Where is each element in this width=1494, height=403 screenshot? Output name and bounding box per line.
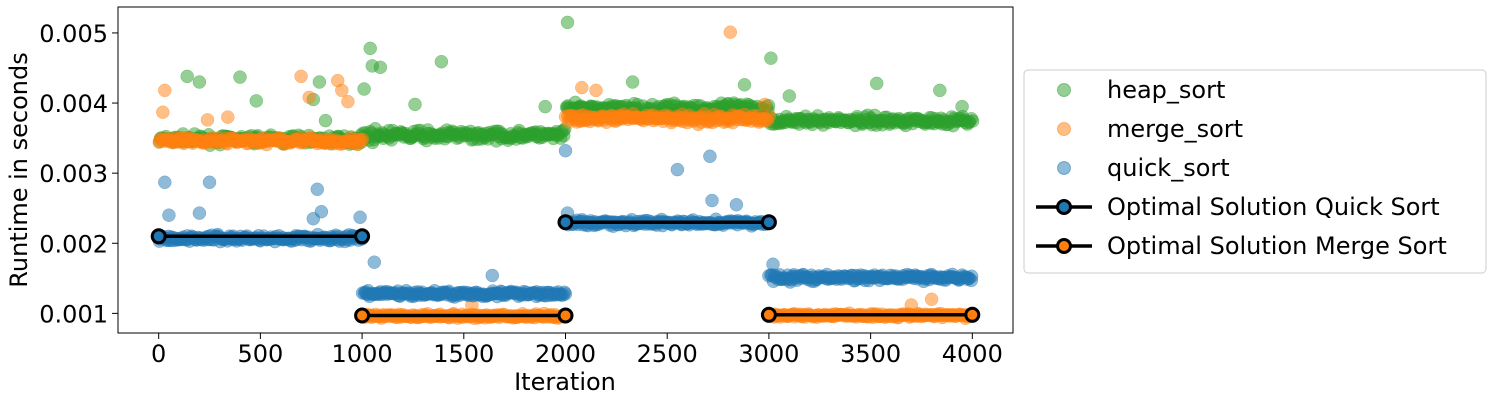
optimal-lines (150, 214, 981, 324)
x-tick-label: 1500 (433, 340, 494, 368)
heap-sort-point (312, 75, 327, 89)
quick-sort-point (703, 149, 717, 164)
legend-label-quick-opt: Optimal Solution Quick Sort (1107, 193, 1440, 221)
x-axis-title: Iteration (514, 368, 616, 396)
quick-sort-point (558, 143, 573, 158)
heap-sort-point (408, 97, 422, 112)
heap-sort-point (180, 69, 194, 84)
heap-sort-point (434, 54, 449, 69)
merge-sort-point (341, 94, 355, 109)
x-axis: 0 500 1000 1500 2000 2500 3000 3500 4000 (151, 333, 1003, 368)
merge-sort-point (904, 298, 919, 312)
quick-sort-point (485, 268, 500, 283)
x-tick-label: 4000 (942, 340, 1003, 368)
optimal-quick-sort-marker (150, 228, 167, 245)
quick-sort-point (314, 204, 329, 219)
optimal-merge-sort-marker (964, 306, 981, 323)
x-tick-label: 3000 (738, 340, 799, 368)
heap-sort-point (764, 51, 778, 65)
x-tick-label: 1000 (332, 340, 393, 368)
heap-sort-point (955, 99, 969, 114)
heap-sort-point (869, 76, 884, 91)
quick-sort-point (670, 162, 685, 177)
merge-sort-point (575, 80, 589, 95)
heap-sort-point (782, 89, 797, 103)
quick-sort-point (158, 175, 172, 190)
y-tick-label: 0.005 (39, 20, 108, 48)
y-tick-label: 0.003 (39, 160, 108, 188)
heap-sort-point (318, 113, 333, 128)
quick-sort-point (310, 182, 325, 197)
heap-sort-point (357, 82, 371, 96)
legend-marker-heap-sort (1057, 83, 1071, 97)
y-axis-title: Runtime in seconds (5, 52, 33, 287)
merge-sort-point (589, 83, 603, 98)
quick-sort-point (729, 197, 744, 212)
heap-sort-point (192, 75, 207, 89)
merge-sort-point (758, 97, 772, 112)
merge-sort-point (302, 90, 316, 105)
merge-sort-point (355, 132, 370, 147)
optimal-quick-sort-marker (557, 214, 574, 231)
merge-sort-point (924, 292, 939, 307)
x-tick-label: 0 (151, 340, 166, 368)
heap-sort-point (933, 83, 947, 98)
optimal-merge-sort-series (354, 306, 981, 324)
quick-sort-point (558, 287, 573, 301)
heap-sort-point (737, 78, 752, 92)
quick-sort-point (353, 210, 367, 225)
legend-marker-quick-sort (1057, 161, 1071, 175)
merge-sort-point (158, 83, 172, 98)
optimal-quick-sort-marker (354, 228, 371, 245)
legend-label-merge-opt: Optimal Solution Merge Sort (1107, 232, 1447, 260)
legend-label-quick-sort: quick_sort (1107, 154, 1230, 182)
quick-sort-point (705, 193, 719, 208)
heap-sort-point (560, 15, 575, 30)
x-tick-label: 2500 (637, 340, 698, 368)
y-tick-label: 0.002 (39, 230, 108, 258)
quick-sort-point (162, 208, 176, 222)
heap-sort-point (233, 70, 247, 84)
quick-sort-point (202, 175, 217, 190)
y-tick-label: 0.001 (39, 300, 108, 328)
quick-sort-point (964, 269, 979, 284)
legend-marker-quick-opt (1056, 199, 1072, 215)
quick-sort-point (367, 255, 382, 269)
x-tick-label: 500 (237, 340, 283, 368)
heap-sort-point (249, 94, 264, 108)
legend-frame (1023, 69, 1487, 274)
legend: heap_sort merge_sort quick_sort Optimal … (1023, 69, 1487, 274)
legend-marker-merge-sort (1057, 122, 1071, 136)
heap-sort-point (625, 75, 640, 89)
merge-sort-point (762, 109, 777, 123)
legend-label-merge-sort: merge_sort (1107, 115, 1243, 143)
merge-sort-point (723, 25, 738, 39)
x-tick-label: 2000 (535, 340, 596, 368)
merge-sort-point (200, 113, 215, 127)
heap-sort-point (965, 114, 980, 128)
quick-sort-point (192, 206, 207, 220)
heap-sort-point (538, 99, 552, 114)
x-tick-label: 3500 (840, 340, 901, 368)
legend-label-heap-sort: heap_sort (1107, 76, 1225, 104)
optimal-merge-sort-marker (354, 307, 371, 324)
optimal-quick-sort-marker (760, 214, 777, 231)
heap-sort-point (363, 41, 377, 56)
y-axis: 0.001 0.002 0.003 0.004 0.005 (39, 20, 118, 328)
y-tick-label: 0.004 (39, 90, 108, 118)
legend-marker-merge-opt (1056, 238, 1072, 254)
merge-sort-point (221, 110, 235, 124)
optimal-merge-sort-marker (557, 307, 574, 324)
merge-sort-point (335, 83, 349, 98)
optimal-quick-sort-series (150, 214, 777, 245)
quick-sort-point (766, 257, 780, 272)
heap-sort-point (373, 60, 388, 75)
merge-sort-point (156, 105, 170, 119)
optimal-merge-sort-marker (760, 306, 777, 323)
merge-sort-point (294, 69, 308, 84)
